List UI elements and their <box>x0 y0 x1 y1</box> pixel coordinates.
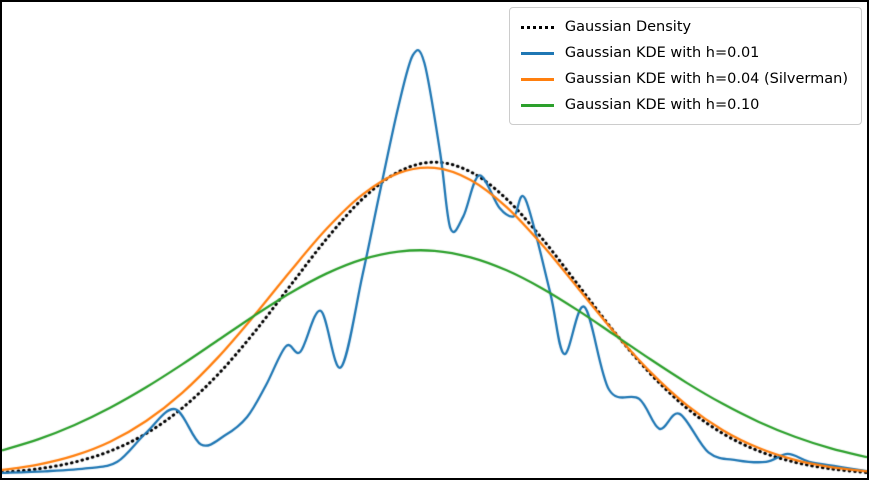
legend-line-swatch <box>520 77 554 81</box>
legend-line-swatch <box>520 25 554 29</box>
legend-item-kde-h010: Gaussian KDE with h=0.10 <box>520 95 848 115</box>
legend: Gaussian Density Gaussian KDE with h=0.0… <box>508 7 862 125</box>
legend-label: Gaussian KDE with h=0.10 <box>564 97 760 113</box>
legend-item-kde-h001: Gaussian KDE with h=0.01 <box>520 43 848 63</box>
legend-item-gaussian-density: Gaussian Density <box>520 17 848 37</box>
legend-line-swatch <box>520 51 554 55</box>
legend-item-kde-h004-silverman: Gaussian KDE with h=0.04 (Silverman) <box>520 69 848 89</box>
legend-label: Gaussian Density <box>564 19 692 35</box>
legend-label: Gaussian KDE with h=0.01 <box>564 45 760 61</box>
legend-line-swatch <box>520 103 554 107</box>
legend-label: Gaussian KDE with h=0.04 (Silverman) <box>564 71 848 87</box>
